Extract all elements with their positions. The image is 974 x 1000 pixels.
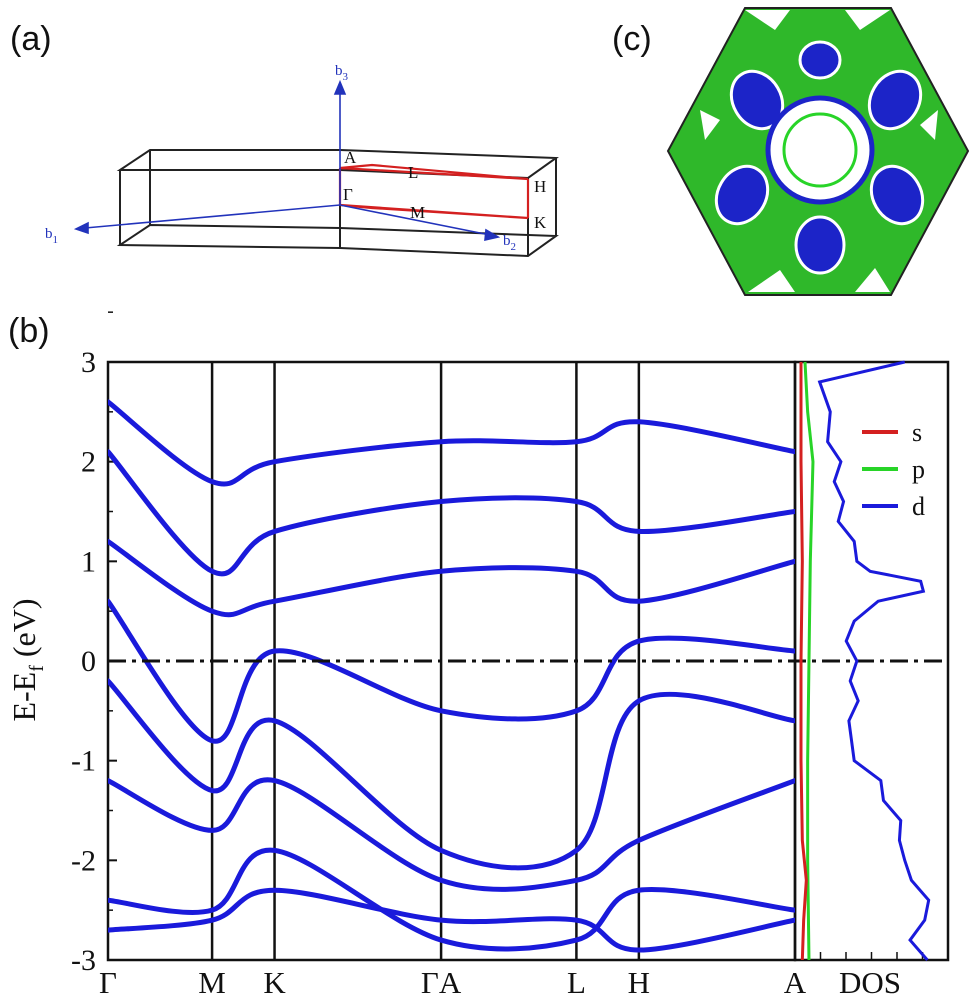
- reciprocal-vectors: [73, 79, 501, 242]
- band-line: [108, 538, 795, 618]
- fermi-gap: [845, 10, 890, 30]
- b2-axis: [339, 204, 491, 236]
- bz-prism-edges: [116, 149, 559, 258]
- legend-label-d: d: [912, 492, 925, 521]
- band-line: [108, 598, 795, 744]
- fermi-pocket: [869, 164, 925, 226]
- kpath-label: L: [567, 965, 586, 1000]
- panel-b-label: (b): [8, 312, 50, 350]
- y-tick-label: 0: [81, 645, 96, 678]
- bz-point-gamma: Γ: [343, 185, 353, 204]
- bz-point-l: L: [408, 163, 418, 182]
- fermi-central-ring: [782, 112, 858, 188]
- y-tick-label: 2: [81, 446, 96, 479]
- panel-c: (c): [612, 7, 970, 296]
- bz-point-k: K: [534, 213, 547, 232]
- legend-label-p: p: [912, 455, 925, 484]
- y-tick-label: -3: [71, 944, 96, 977]
- panel-a-label: (a): [10, 20, 52, 58]
- band-line: [108, 678, 795, 871]
- band-line: [108, 399, 795, 487]
- dos-curve-d: [817, 360, 931, 961]
- y-tick-label: -1: [71, 745, 96, 778]
- bz-bottom-face: [116, 223, 559, 258]
- dos-axis-label: DOS: [839, 965, 901, 1000]
- kpath-label: A: [784, 965, 807, 1000]
- band-line: [108, 777, 795, 892]
- kpath-label: ΓA: [421, 965, 462, 1000]
- y-tick-label: 3: [81, 346, 96, 379]
- fermi-gap: [745, 10, 790, 30]
- kpath-label: Γ: [99, 965, 117, 1000]
- legend-label-s: s: [912, 418, 922, 447]
- fermi-gap: [920, 110, 938, 140]
- fermi-pockets: [714, 40, 925, 275]
- band-line: [108, 449, 795, 577]
- fermi-pocket: [798, 40, 842, 80]
- panel-a: (a) b3 b1 b2 A L H: [10, 20, 559, 258]
- b3-arrowhead: [333, 79, 347, 95]
- band-plot: -3 -2 -1 0 1 2 3 Γ M K ΓA L H A: [71, 311, 950, 1000]
- panel-c-label: (c): [612, 20, 652, 58]
- bz-path-bottom: [339, 203, 529, 220]
- kpath-label: H: [628, 965, 650, 1000]
- band-lines: [108, 399, 795, 953]
- y-tick-label: 1: [81, 545, 96, 578]
- legend: s p d: [862, 418, 925, 521]
- fermi-pocket: [867, 69, 923, 131]
- b1-label: b1: [45, 226, 58, 246]
- dos-curve-p: [803, 361, 815, 961]
- b1-arrowhead: [73, 221, 89, 235]
- dos-curve-s: [799, 362, 808, 961]
- b2-label: b2: [503, 233, 516, 253]
- band-line: [108, 847, 795, 952]
- b1-axis: [84, 204, 341, 229]
- y-tick-label: -2: [71, 844, 96, 877]
- bz-top-face: [116, 149, 559, 180]
- fermi-white-gaps: [700, 10, 938, 292]
- bz-point-h: H: [534, 177, 546, 196]
- b2-arrowhead: [484, 228, 501, 242]
- bz-point-m: M: [410, 203, 425, 222]
- band-line: [108, 887, 795, 953]
- fermi-pocket: [714, 164, 770, 226]
- bz-path-top: [339, 163, 529, 181]
- y-axis-title: E-Ef (eV): [6, 598, 48, 721]
- fermi-gap: [700, 110, 720, 140]
- kpath-label: M: [198, 965, 226, 1000]
- panel-b: (b) -3 -2 -1 0 1 2 3 Γ M K ΓA L H A E-Ef (eV) s p d D…: [6, 311, 950, 1000]
- b3-label: b3: [335, 63, 349, 83]
- fermi-pocket: [794, 215, 846, 275]
- kpath-label: K: [263, 965, 286, 1000]
- fermi-gap: [748, 270, 795, 292]
- fermi-gap: [855, 268, 890, 292]
- bz-point-a: A: [344, 148, 357, 167]
